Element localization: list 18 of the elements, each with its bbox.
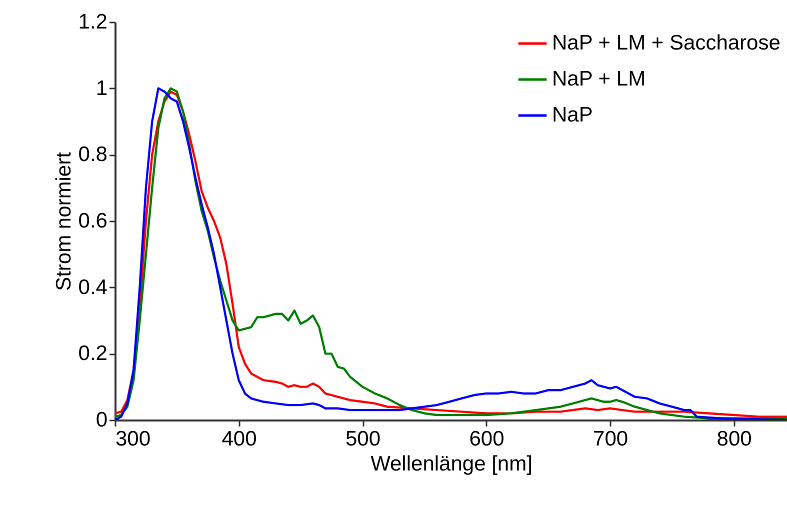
x-tick-label: 700 bbox=[593, 428, 628, 450]
legend-label: NaP + LM + Saccharose bbox=[552, 32, 780, 54]
y-tick-label: 1 bbox=[96, 76, 108, 100]
x-tick-label: 400 bbox=[222, 428, 257, 450]
y-tick-label: 1.2 bbox=[78, 10, 108, 34]
legend-label: NaP bbox=[552, 104, 593, 126]
x-tick-label: 300 bbox=[116, 428, 151, 450]
y-tick-label: 0.2 bbox=[78, 342, 108, 366]
y-axis-title: Strom normiert bbox=[52, 152, 76, 291]
y-tick-label: 0.6 bbox=[78, 210, 108, 232]
x-axis-title: Wellenlänge [nm] bbox=[370, 452, 532, 476]
x-tick-label: 800 bbox=[716, 428, 752, 450]
y-tick-label: 0 bbox=[96, 408, 108, 432]
x-tick-label: 600 bbox=[469, 428, 504, 450]
y-tick-label: 0.4 bbox=[78, 276, 108, 299]
legend-label: NaP + LM bbox=[552, 68, 646, 90]
y-tick-label: 0.8 bbox=[78, 143, 108, 166]
x-tick-label: 500 bbox=[345, 428, 381, 450]
